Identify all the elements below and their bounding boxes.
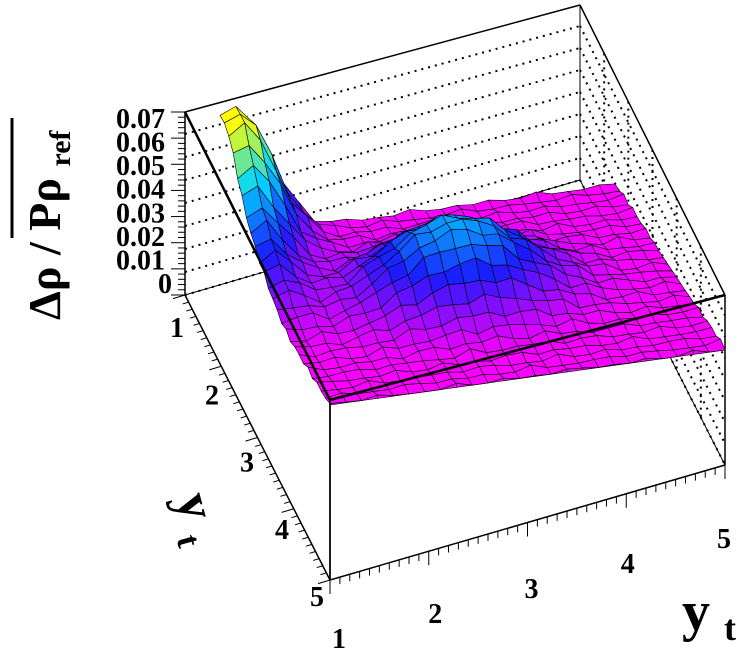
y-axis-tick (172, 294, 186, 300)
z-axis-title-sub: ref (44, 129, 77, 166)
surface-skirt-cell (392, 393, 410, 397)
z-tick-label: 0.03 (116, 198, 165, 229)
y-axis-tick (204, 344, 211, 348)
side-grid-line (579, 25, 726, 316)
y-axis-tick (269, 472, 276, 476)
x-tick-label: 5 (717, 524, 731, 555)
x-tick-label: 1 (332, 624, 346, 655)
y-axis-tick (316, 565, 323, 569)
x-tick-label: 3 (525, 574, 539, 605)
y-axis-tick (262, 458, 269, 462)
surface-skirt-cell (645, 358, 662, 362)
y-axis-tick (196, 330, 204, 333)
surface-skirt-cell (456, 382, 473, 388)
z-tick-label: 0.06 (116, 128, 165, 159)
y-axis-tick (240, 415, 247, 419)
y-tick-label: 3 (240, 448, 254, 479)
y-axis-tick (273, 479, 280, 483)
svg-text:y t: y t (159, 486, 233, 552)
y-axis-tick (186, 308, 193, 312)
surface-skirt-cell (503, 377, 520, 382)
y-axis-tick (276, 486, 284, 490)
z-tick-label: 0.02 (116, 222, 165, 253)
y-axis-tick (309, 551, 316, 554)
y-axis-tick (265, 465, 273, 469)
z-tick-label: 0.05 (116, 151, 165, 182)
surface-skirt-cell (614, 362, 631, 366)
y-axis-tick (236, 408, 244, 412)
surface-skirt-cell (693, 349, 710, 355)
y-axis-title-main: y (164, 486, 226, 526)
y-axis-tick (317, 579, 331, 585)
y-axis-title-sub: t (169, 531, 208, 552)
x-tick-label: 2 (428, 599, 442, 630)
z-axis-title: Δρ / Pρ ref (19, 129, 77, 320)
y-axis-tick (254, 444, 262, 447)
y-axis-tick (209, 365, 222, 371)
y-axis-tick (189, 315, 197, 319)
surface-skirt-cell (582, 367, 599, 371)
y-axis-tick (294, 522, 302, 526)
y-axis-tick (225, 387, 233, 390)
y-axis-tick (193, 323, 200, 326)
surface-skirt-cell (535, 373, 552, 377)
x-tick-label: 4 (621, 549, 635, 580)
surface-skirt-cell (345, 400, 362, 404)
y-tick-label: 5 (310, 582, 324, 613)
y-axis-tick (222, 380, 229, 383)
y-axis-tick (298, 529, 305, 533)
y-axis-tick (244, 422, 251, 426)
y-tick-label: 4 (275, 515, 289, 546)
front-frame (171, 111, 726, 594)
side-grid-line (579, 179, 726, 466)
y-axis-tick (320, 572, 327, 576)
y-axis-tick (229, 394, 236, 398)
left-top-edge (183, 111, 332, 401)
y-axis-tick (182, 301, 189, 305)
back-grid-line (184, 47, 581, 158)
y-tick-label: 2 (205, 380, 219, 411)
back-top-edge (184, 4, 581, 113)
y-axis-tick (207, 351, 215, 355)
y-axis-tick (258, 451, 265, 455)
y-axis-tick (247, 429, 255, 433)
svg-text:Δρ / Pρ ref: Δρ / Pρ ref (19, 129, 77, 320)
y-axis-tick (281, 508, 294, 513)
y-axis-tick (280, 494, 287, 497)
front-top-edge (329, 293, 726, 402)
y-axis-tick (302, 536, 309, 540)
z-tick-label: 0 (158, 269, 172, 300)
y-axis-tick (218, 372, 226, 376)
back-grid-line (184, 25, 581, 135)
surface-mesh (219, 105, 726, 406)
x-axis-title-sub: t (724, 608, 736, 648)
y-axis-tick (291, 515, 298, 519)
side-grid-line (579, 157, 726, 445)
surface-skirt-cell (377, 394, 394, 399)
y-axis-tick (283, 501, 291, 504)
y-axis-tick (305, 543, 313, 547)
y-tick-label: 1 (170, 313, 184, 344)
x-axis-title-main: y (682, 581, 710, 643)
surface-skirt-cell (709, 349, 726, 353)
z-axis-title-main: Δρ / Pρ (19, 178, 70, 320)
y-axis-tick (211, 358, 218, 362)
y-axis-tick (233, 401, 240, 405)
z-tick-label: 0.01 (116, 245, 165, 276)
z-tick-label: 0.07 (116, 104, 165, 135)
z-tick-label: 0.04 (116, 175, 165, 206)
y-axis-tick (245, 437, 258, 442)
y-axis-tick (200, 337, 207, 341)
y-axis-tick (312, 558, 320, 561)
x-axis-title: y t (682, 581, 736, 648)
y-axis-title: y t (159, 486, 233, 552)
